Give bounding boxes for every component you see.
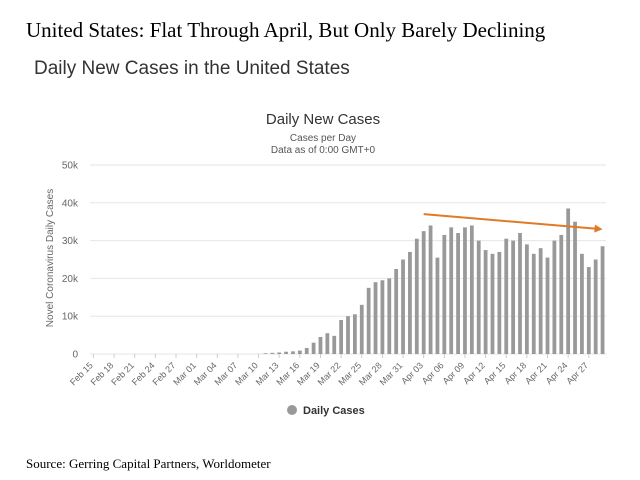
bar[interactable] [428,225,433,354]
chart-subtitle-line-2: Data as of 0:00 GMT+0 [271,145,376,156]
bar[interactable] [559,234,564,354]
bar[interactable] [318,336,323,354]
bar[interactable] [490,253,495,354]
bar[interactable] [552,240,557,354]
bar[interactable] [538,248,543,354]
x-tick-label: Apr 24 [544,360,570,386]
bar[interactable] [339,319,344,354]
bar[interactable] [580,253,584,354]
y-tick-label: 20k [62,274,79,285]
bar[interactable] [463,227,467,354]
bar[interactable] [297,350,302,354]
legend[interactable]: Daily Cases [287,405,365,417]
bar[interactable] [408,251,412,354]
y-axis-label: Novel Coronavirus Daily Cases [45,189,56,327]
bar[interactable] [573,221,577,354]
bar[interactable] [483,250,488,354]
y-axis-ticks: 0 10k 20k 30k 40k 50k [62,161,79,361]
bar-series [263,208,605,355]
bar[interactable] [476,240,481,354]
bar[interactable] [497,251,502,354]
chart-subtitle-line-1: Cases per Day [290,133,356,144]
x-tick-label: Apr 09 [441,360,467,386]
bar[interactable] [366,287,371,354]
bar[interactable] [469,225,474,354]
bar[interactable] [352,314,357,354]
y-tick-label: 0 [72,350,78,361]
trend-arrowhead [594,224,603,233]
bar[interactable] [545,257,550,354]
y-tick-label: 40k [62,198,79,209]
chart-title: Daily New Cases [266,111,380,128]
bar[interactable] [359,304,364,354]
y-tick-label: 30k [62,236,79,247]
bar[interactable] [325,333,330,354]
chart-heading: Daily New Cases in the United States [34,58,350,79]
bar[interactable] [593,259,598,355]
headline: United States: Flat Through April, But O… [26,18,546,42]
bar[interactable] [586,267,591,354]
bar[interactable] [524,244,529,354]
legend-marker [287,405,297,415]
y-tick-label: 50k [62,161,79,172]
bar[interactable] [442,234,447,354]
bar[interactable] [263,353,268,354]
trend-line [423,213,597,230]
bar[interactable] [332,335,337,354]
bar[interactable] [518,233,522,354]
bar[interactable] [600,246,605,354]
bar[interactable] [346,316,350,354]
x-tick-label: Apr 15 [482,360,508,386]
trend-arrow [423,213,603,233]
x-tick-label: Apr 12 [461,360,487,386]
bar[interactable] [414,238,419,354]
bar[interactable] [531,253,536,354]
y-tick-label: 10k [62,312,79,323]
x-tick-label: Apr 18 [502,360,528,386]
bar[interactable] [311,342,316,354]
source-note: Source: Gerring Capital Partners, Worldo… [26,456,271,471]
bar[interactable] [401,259,405,355]
bar[interactable] [421,231,426,354]
bar[interactable] [511,240,516,354]
x-tick-label: Apr 21 [523,360,549,386]
bar[interactable] [394,268,399,354]
bar[interactable] [387,278,392,354]
bar[interactable] [270,352,275,354]
bar[interactable] [449,227,454,354]
bar[interactable] [277,352,282,354]
bar[interactable] [291,351,295,354]
x-tick-label: Apr 03 [399,360,425,386]
bar[interactable] [304,347,309,354]
x-tick-label: Apr 27 [564,360,590,386]
bar[interactable] [373,282,378,354]
x-tick-label: Apr 06 [420,360,446,386]
legend-label: Daily Cases [303,405,365,417]
x-tick-label: Mar 31 [378,360,405,387]
bar[interactable] [504,238,509,354]
bar[interactable] [566,208,571,354]
bar[interactable] [284,351,288,354]
bar[interactable] [435,257,440,354]
bar[interactable] [456,233,460,354]
bar[interactable] [380,280,385,354]
